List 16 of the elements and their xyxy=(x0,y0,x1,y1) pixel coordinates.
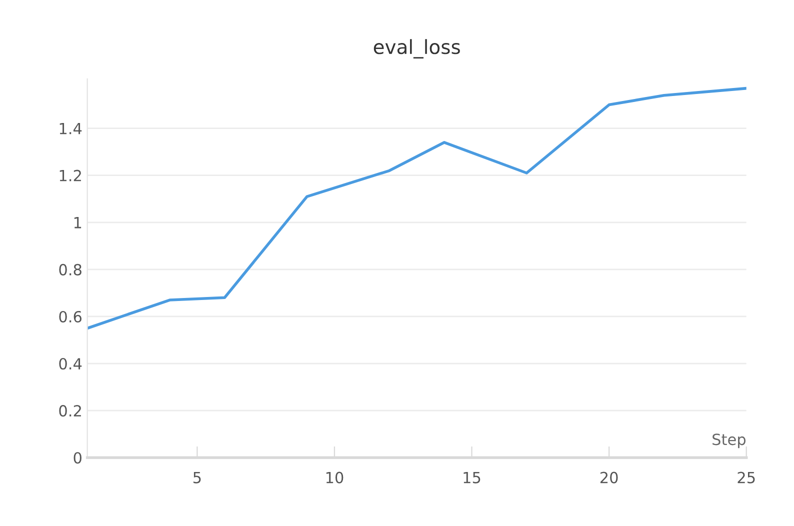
x-tick-label: 5 xyxy=(193,472,201,484)
y-tick-label: 1.2 xyxy=(60,170,81,182)
y-tick-label: 0 xyxy=(74,452,82,464)
y-tick-label: 0.8 xyxy=(59,264,82,276)
x-tick-label: 15 xyxy=(464,472,480,484)
y-tick-label: 0.2 xyxy=(59,405,81,417)
y-tick-label: 1.4 xyxy=(60,122,82,134)
y-tick-label: 1 xyxy=(74,217,82,228)
x-tick-label: 25 xyxy=(738,472,755,484)
x-tick-label: 20 xyxy=(600,472,618,484)
x-axis-title: Step xyxy=(712,434,746,448)
chart-title: eval_loss xyxy=(374,39,460,58)
x-tick-label: 10 xyxy=(326,472,344,484)
y-tick-label: 0.4 xyxy=(59,358,82,370)
y-tick-label: 0.6 xyxy=(59,310,82,323)
line-series xyxy=(87,86,746,330)
